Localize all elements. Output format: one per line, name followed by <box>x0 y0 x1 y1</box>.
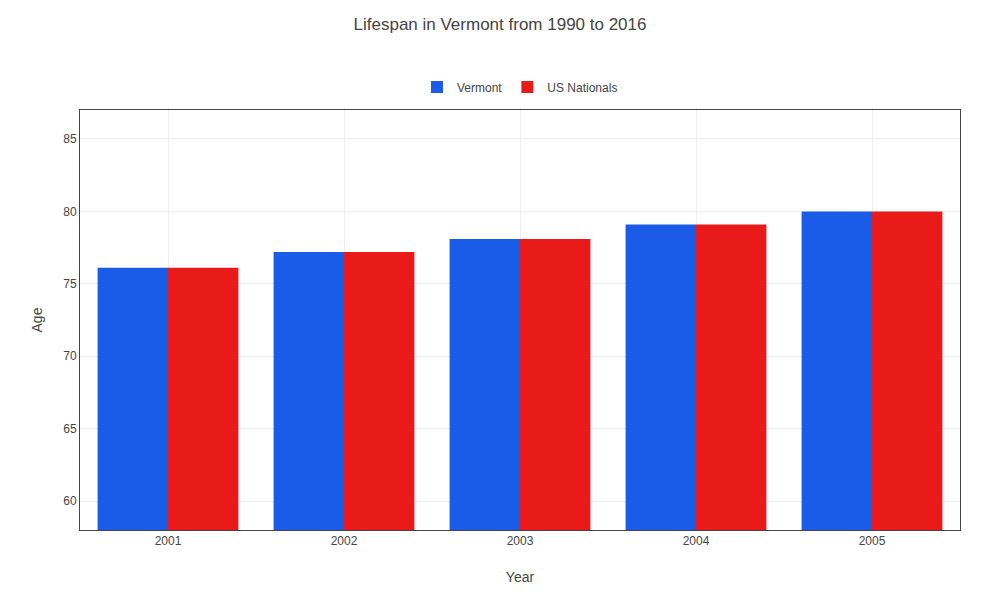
svg-text:85: 85 <box>63 132 77 146</box>
svg-text:2005: 2005 <box>859 534 886 548</box>
svg-text:2002: 2002 <box>331 534 358 548</box>
svg-text:60: 60 <box>63 494 77 508</box>
svg-text:2001: 2001 <box>155 534 182 548</box>
svg-text:Vermont: Vermont <box>457 81 502 95</box>
svg-text:Age: Age <box>29 307 45 332</box>
svg-text:2003: 2003 <box>507 534 534 548</box>
svg-text:Lifespan in Vermont from 1990: Lifespan in Vermont from 1990 to 2016 <box>354 15 647 34</box>
svg-text:US Nationals: US Nationals <box>547 81 617 95</box>
svg-text:Year: Year <box>506 569 535 585</box>
svg-text:70: 70 <box>63 349 77 363</box>
svg-text:65: 65 <box>63 422 77 436</box>
svg-text:2004: 2004 <box>683 534 710 548</box>
svg-text:75: 75 <box>63 277 77 291</box>
svg-text:80: 80 <box>63 205 77 219</box>
